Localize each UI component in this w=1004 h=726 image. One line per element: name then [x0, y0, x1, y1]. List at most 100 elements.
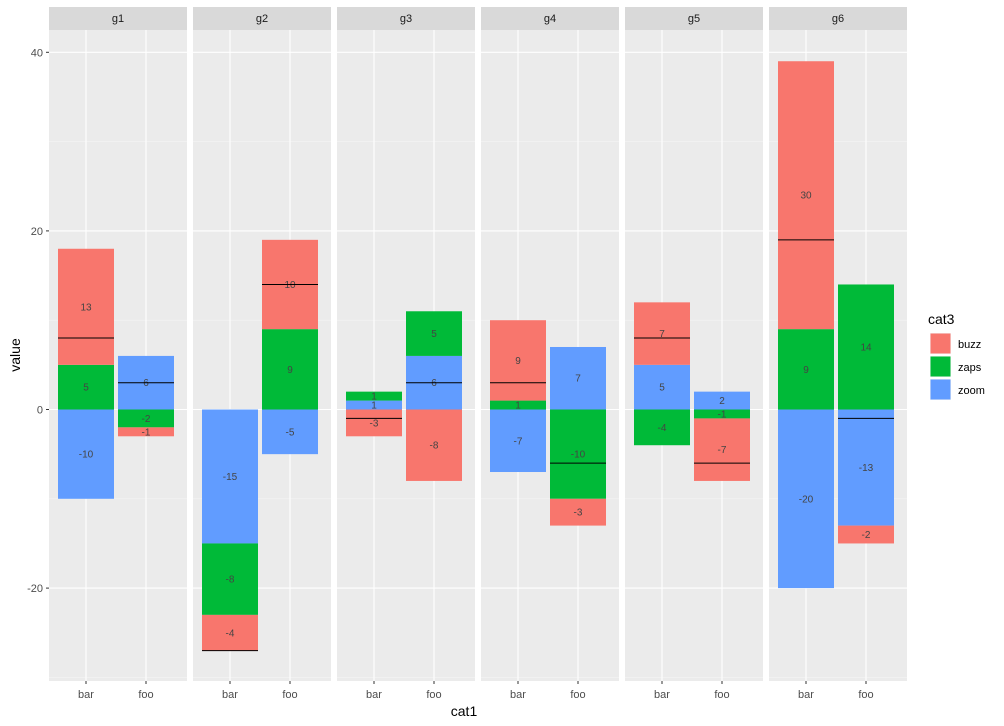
facet-strip-label: g2 [256, 13, 268, 25]
bar-segment-g5-bar-zoom [634, 364, 690, 410]
facet-panel-g4: g4 -7 1 9 -10 -3 7 bar foo [481, 7, 619, 701]
bar-segment-g4-foo-zoom [550, 346, 606, 410]
x-tick-label: foo [858, 689, 873, 701]
segment-value-label: -15 [223, 472, 238, 483]
bar-segment-g5-bar-zaps [634, 409, 690, 446]
bar-segment-g6-bar-zoom [778, 409, 834, 589]
segment-value-label: -13 [859, 463, 874, 474]
bar-segment-g3-bar-zaps [346, 391, 402, 401]
bar-segment-g1-bar-buzz [58, 248, 114, 365]
segment-value-label: -8 [226, 575, 235, 586]
facet-panel-g5: g5 -4 5 7 -1 -7 2 bar foo [625, 7, 763, 701]
facet-strip-label: g1 [112, 13, 124, 25]
x-axis-title: cat1 [451, 703, 478, 719]
segment-value-label: 5 [659, 383, 665, 394]
bar-segment-g4-bar-zoom [490, 409, 546, 473]
x-tick-label: foo [282, 689, 297, 701]
legend-swatch-zoom [930, 379, 951, 400]
segment-value-label: -20 [799, 494, 814, 505]
segment-value-label: 5 [83, 383, 89, 394]
y-tick-label: -20 [27, 583, 43, 595]
bar-segment-g6-foo-zoom [838, 409, 894, 526]
legend: cat3 buzz zaps zoom [928, 311, 985, 400]
segment-value-label: 6 [143, 378, 149, 389]
segment-value-label: -1 [142, 427, 151, 438]
segment-value-label: 1 [371, 401, 377, 412]
y-axis: -20 0 20 40 [27, 47, 49, 595]
segment-value-label: 9 [287, 365, 293, 376]
x-tick-label: foo [570, 689, 585, 701]
facet-strip-label: g6 [832, 13, 844, 25]
segment-value-label: -3 [574, 508, 583, 519]
bar-segment-g3-foo-zaps [406, 311, 462, 356]
segment-value-label: -3 [370, 418, 379, 429]
segment-value-label: 2 [719, 396, 725, 407]
bar-segment-g5-foo-zoom [694, 391, 750, 410]
segment-value-label: -7 [514, 436, 523, 447]
facet-strip [337, 7, 475, 30]
segment-value-label: 13 [80, 302, 92, 313]
bar-segment-g5-foo-zaps [694, 409, 750, 419]
facet-strip [481, 7, 619, 30]
bar-segment-g6-foo-zaps [838, 284, 894, 410]
segment-value-label: 1 [371, 392, 377, 403]
bar-segment-g4-bar-buzz [490, 320, 546, 401]
bar-segment-g6-bar-zaps [778, 329, 834, 410]
segment-value-label: -2 [142, 414, 151, 425]
bar-segment-g2-bar-zoom [202, 409, 258, 544]
segment-value-label: 9 [803, 365, 809, 376]
segment-value-label: 6 [431, 378, 437, 389]
facet-strip [769, 7, 907, 30]
legend-label-buzz: buzz [958, 339, 981, 351]
segment-value-label: -8 [430, 441, 439, 452]
bar-segment-g4-foo-buzz [550, 498, 606, 526]
legend-label-zaps: zaps [958, 362, 982, 374]
bar-segment-g2-bar-zaps [202, 543, 258, 615]
facet-strip-label: g5 [688, 13, 700, 25]
y-tick-label: 20 [31, 226, 43, 238]
segment-value-label: 14 [860, 342, 872, 353]
segment-value-label: 30 [800, 191, 812, 202]
legend-swatch-zaps [930, 356, 951, 377]
bar-segment-g3-foo-buzz [406, 409, 462, 481]
facet-strip-label: g3 [400, 13, 412, 25]
x-tick-label: bar [798, 689, 814, 701]
bar-segment-g4-bar-zaps [490, 400, 546, 410]
x-tick-label: bar [78, 689, 94, 701]
legend-swatch-buzz [930, 333, 951, 354]
facet-panel-g6: g6 -20 9 30 -13 -2 14 bar foo [769, 7, 907, 701]
segment-value-label: 1 [515, 401, 521, 412]
segment-value-label: -10 [571, 450, 586, 461]
x-tick-label: foo [426, 689, 441, 701]
segment-value-label: 7 [575, 374, 581, 385]
bar-segment-g1-foo-zaps [118, 409, 174, 428]
segment-value-label: -1 [718, 409, 727, 420]
legend-label-zoom: zoom [958, 385, 985, 397]
segment-value-label: -4 [226, 628, 235, 639]
facet-strip [625, 7, 763, 30]
segment-value-label: -5 [286, 427, 295, 438]
segment-value-label: -2 [862, 530, 871, 541]
x-tick-label: foo [714, 689, 729, 701]
bar-segment-g5-bar-buzz [634, 302, 690, 365]
segment-value-label: 5 [431, 329, 437, 340]
y-tick-label: 40 [31, 47, 43, 59]
bar-segment-g3-bar-zoom [346, 400, 402, 410]
bar-segment-g1-bar-zaps [58, 364, 114, 410]
segment-value-label: 9 [515, 356, 521, 367]
x-tick-label: bar [654, 689, 670, 701]
x-tick-label: bar [510, 689, 526, 701]
bar-segment-g2-foo-zaps [262, 329, 318, 410]
bar-segment-g4-foo-zaps [550, 409, 606, 499]
segment-value-label: -7 [718, 445, 727, 456]
x-tick-label: bar [222, 689, 238, 701]
x-tick-label: bar [366, 689, 382, 701]
facet-strip [193, 7, 331, 30]
bar-segment-g3-bar-buzz [346, 409, 402, 437]
bar-segment-g1-foo-buzz [118, 427, 174, 437]
legend-title: cat3 [928, 311, 955, 327]
facet-panel-g1: g1 -10 5 13 -2 -1 6 bar foo [49, 7, 187, 701]
bar-segment-g5-foo-buzz [694, 418, 750, 481]
